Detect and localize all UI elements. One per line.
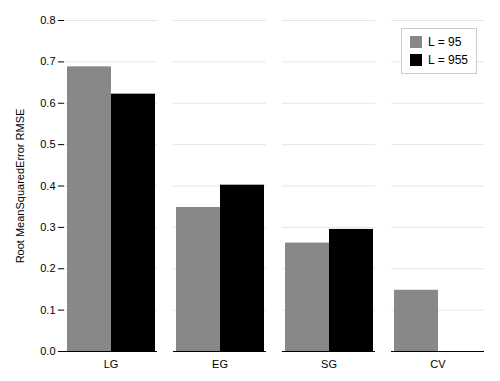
svg-text:0.3: 0.3 — [40, 221, 55, 233]
svg-text:LG: LG — [104, 358, 119, 370]
svg-text:EG: EG — [212, 358, 228, 370]
svg-text:0.4: 0.4 — [40, 180, 55, 192]
svg-text:Root MeanSquaredError RMSE: Root MeanSquaredError RMSE — [14, 109, 26, 264]
html-text:L = 955: L = 955 — [428, 53, 468, 67]
svg-text:0.0: 0.0 — [40, 345, 55, 357]
html-text:L = 95: L = 95 — [428, 35, 462, 49]
svg-text:0.8: 0.8 — [40, 14, 55, 26]
svg-text:0.7: 0.7 — [40, 55, 55, 67]
svg-text:0.5: 0.5 — [40, 138, 55, 150]
svg-text:SG: SG — [321, 358, 337, 370]
svg-text:0.1: 0.1 — [40, 304, 55, 316]
svg-text:0.2: 0.2 — [40, 262, 55, 274]
svg-text:CV: CV — [430, 358, 446, 370]
svg-text:0.6: 0.6 — [40, 97, 55, 109]
